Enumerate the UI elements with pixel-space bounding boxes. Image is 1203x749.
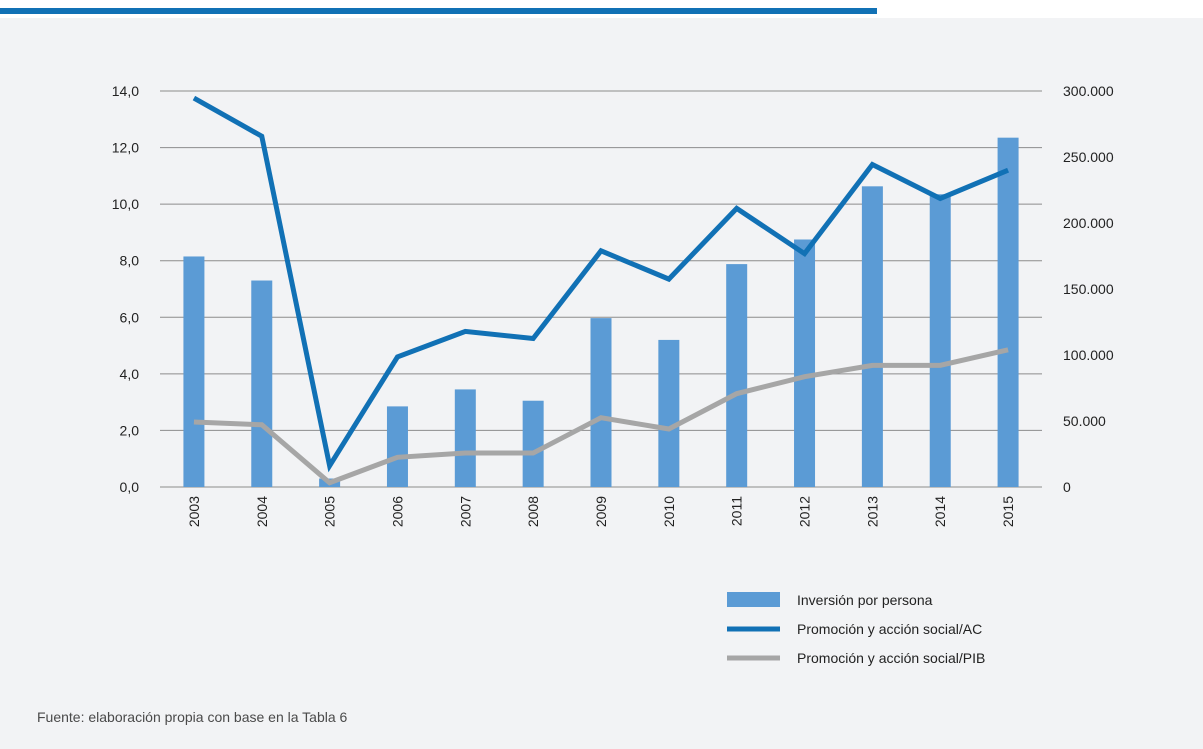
left-tick-label: 4,0 bbox=[120, 366, 140, 382]
right-tick-label: 300.000 bbox=[1063, 83, 1114, 99]
left-axis-ticks: 0,0 2,0 4,0 6,0 8,0 10,0 12,0 14,0 bbox=[112, 83, 139, 495]
bar bbox=[454, 389, 476, 487]
x-tick-label: 2015 bbox=[1000, 496, 1016, 527]
source-caption: Fuente: elaboración propia con base en l… bbox=[37, 709, 348, 725]
series-line bbox=[193, 347, 1009, 486]
legend-label: Inversión por persona bbox=[797, 592, 933, 608]
x-tick-label: 2007 bbox=[457, 496, 473, 527]
bar bbox=[997, 137, 1019, 487]
bar bbox=[183, 256, 205, 487]
right-tick-label: 200.000 bbox=[1063, 215, 1114, 231]
legend-swatch-bar bbox=[727, 592, 780, 607]
x-tick-label: 2011 bbox=[729, 496, 745, 526]
left-tick-label: 10,0 bbox=[112, 196, 139, 212]
bar-series bbox=[183, 137, 1019, 487]
x-tick-label: 2010 bbox=[661, 496, 677, 527]
gridlines bbox=[160, 90, 1042, 488]
bar bbox=[658, 339, 680, 487]
bar bbox=[929, 194, 951, 487]
x-tick-label: 2014 bbox=[932, 496, 948, 527]
x-tick-label: 2003 bbox=[186, 496, 202, 527]
right-tick-label: 100.000 bbox=[1063, 347, 1114, 363]
right-tick-label: 50.000 bbox=[1063, 413, 1106, 429]
bar bbox=[590, 318, 612, 487]
x-tick-label: 2009 bbox=[593, 496, 609, 527]
left-tick-label: 14,0 bbox=[112, 83, 139, 99]
x-tick-label: 2005 bbox=[322, 496, 338, 527]
bar bbox=[794, 239, 816, 487]
right-tick-label: 150.000 bbox=[1063, 281, 1114, 297]
x-tick-label: 2008 bbox=[525, 496, 541, 527]
left-tick-label: 8,0 bbox=[120, 253, 140, 269]
bar bbox=[386, 406, 408, 487]
line-series bbox=[192, 95, 1010, 486]
bar bbox=[726, 264, 748, 487]
x-axis-ticks: 2003 2004 2005 2006 2007 2008 2009 2010 2011 2012… bbox=[186, 496, 1016, 527]
x-tick-label: 2006 bbox=[389, 496, 405, 527]
bar bbox=[251, 280, 273, 487]
left-tick-label: 6,0 bbox=[120, 309, 140, 325]
series-line bbox=[192, 95, 1010, 473]
x-tick-label: 2013 bbox=[864, 496, 880, 527]
left-tick-label: 2,0 bbox=[120, 422, 140, 438]
legend-label: Promoción y acción social/AC bbox=[797, 621, 982, 637]
right-tick-label: 0 bbox=[1063, 479, 1071, 495]
x-tick-label: 2004 bbox=[254, 496, 270, 527]
header-accent-bar bbox=[0, 8, 877, 14]
legend: Inversión por persona Promoción y acción … bbox=[727, 592, 985, 666]
left-tick-label: 12,0 bbox=[112, 140, 139, 156]
left-tick-label: 0,0 bbox=[120, 479, 140, 495]
x-tick-label: 2012 bbox=[797, 496, 813, 527]
bar bbox=[522, 400, 544, 487]
legend-label: Promoción y acción social/PIB bbox=[797, 650, 985, 666]
right-axis-ticks: 0 50.000 100.000 150.000 200.000 250.000 300.0… bbox=[1063, 83, 1114, 495]
right-tick-label: 250.000 bbox=[1063, 149, 1114, 165]
bar bbox=[861, 186, 883, 487]
